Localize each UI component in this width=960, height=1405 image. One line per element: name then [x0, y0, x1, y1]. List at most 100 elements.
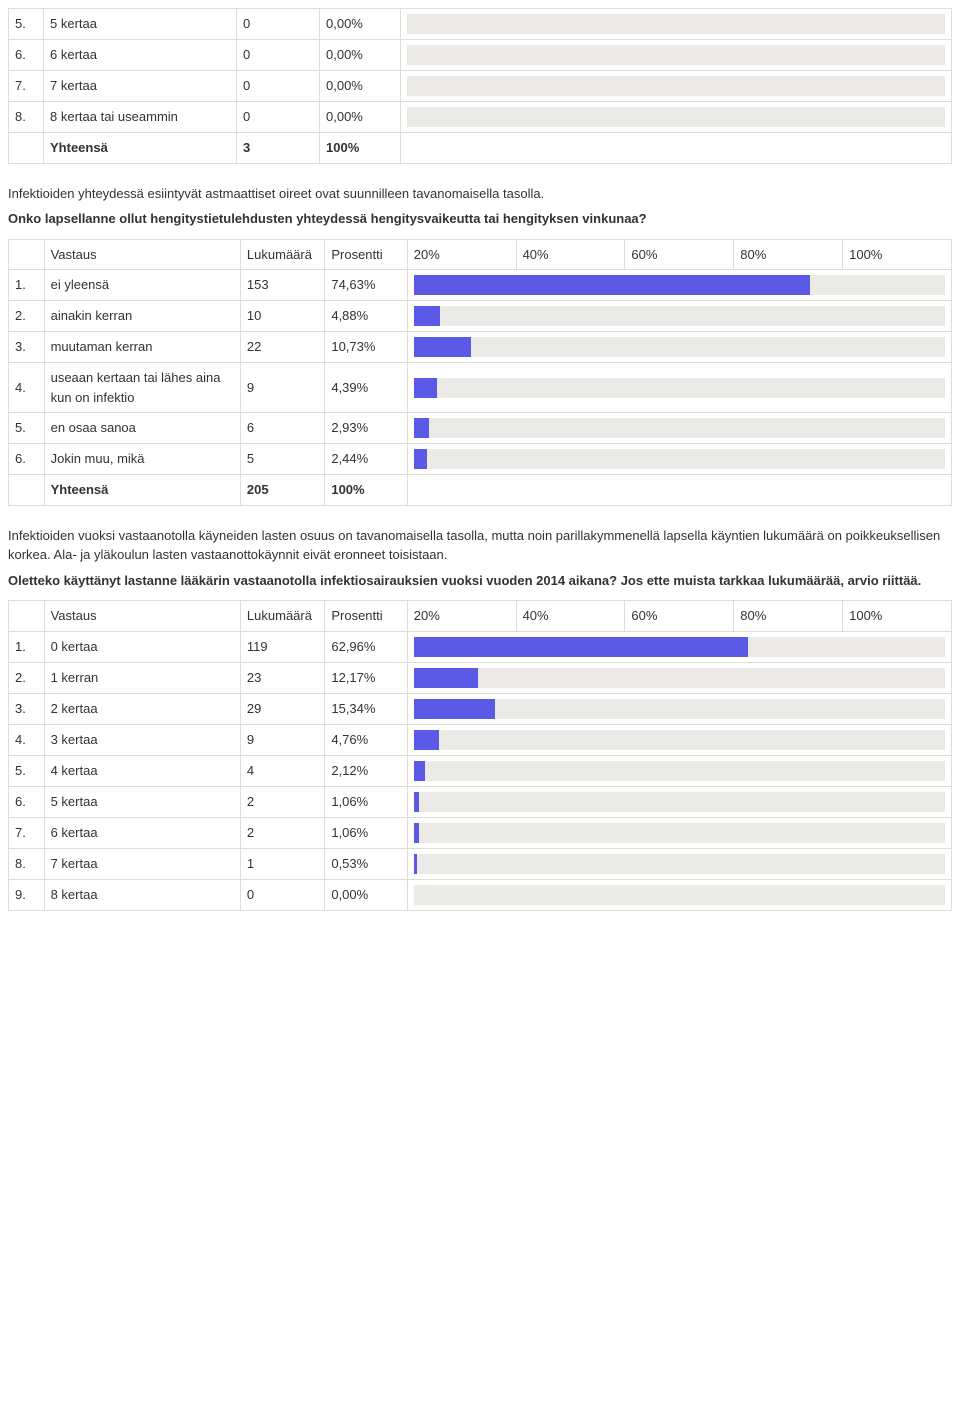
bar-track: [414, 418, 945, 438]
table-row: 7.7 kertaa00,00%: [9, 71, 952, 102]
row-label: 8 kertaa tai useammin: [44, 102, 237, 133]
total-count: 205: [240, 475, 324, 506]
total-pct: 100%: [320, 133, 401, 164]
row-percent: 2,93%: [325, 413, 407, 444]
table-row: 3.muutaman kerran2210,73%: [9, 332, 952, 363]
row-number: 1.: [9, 270, 45, 301]
row-percent: 1,06%: [325, 786, 407, 817]
row-percent: 0,00%: [320, 71, 401, 102]
col-lukumaara: Lukumäärä: [240, 239, 324, 270]
row-count: 9: [240, 363, 324, 413]
row-count: 0: [237, 71, 320, 102]
total-pct: 100%: [325, 475, 407, 506]
row-label: 6 kertaa: [44, 817, 240, 848]
tick-40: 40%: [516, 601, 625, 632]
row-percent: 10,73%: [325, 332, 407, 363]
row-number: 5.: [9, 9, 44, 40]
row-percent: 0,00%: [320, 40, 401, 71]
row-count: 29: [240, 693, 324, 724]
bar-fill: [414, 637, 748, 657]
row-label: 2 kertaa: [44, 693, 240, 724]
bar-track: [414, 449, 945, 469]
row-count: 22: [240, 332, 324, 363]
row-label: 8 kertaa: [44, 879, 240, 910]
row-label: en osaa sanoa: [44, 413, 240, 444]
row-bar-cell: [407, 724, 951, 755]
table-3: Vastaus Lukumäärä Prosentti 20% 40% 60% …: [8, 600, 952, 911]
table-row: 4.3 kertaa94,76%: [9, 724, 952, 755]
bar-fill: [414, 449, 427, 469]
row-percent: 4,39%: [325, 363, 407, 413]
row-label: 4 kertaa: [44, 755, 240, 786]
row-count: 5: [240, 444, 324, 475]
row-bar-cell: [407, 363, 951, 413]
row-percent: 0,00%: [320, 102, 401, 133]
table-2-body: 1.ei yleensä15374,63%2.ainakin kerran104…: [9, 270, 952, 475]
bar-fill: [414, 306, 440, 326]
row-bar-cell: [407, 848, 951, 879]
table-row: 1.ei yleensä15374,63%: [9, 270, 952, 301]
row-label: ainakin kerran: [44, 301, 240, 332]
table-row: 5.4 kertaa42,12%: [9, 755, 952, 786]
bar-track: [407, 107, 945, 127]
bar-track: [414, 637, 945, 657]
bar-track: [414, 378, 945, 398]
row-percent: 2,44%: [325, 444, 407, 475]
row-number: 6.: [9, 444, 45, 475]
row-count: 10: [240, 301, 324, 332]
row-percent: 4,76%: [325, 724, 407, 755]
table-row: 9.8 kertaa00,00%: [9, 879, 952, 910]
table-1-body: 5.5 kertaa00,00%6.6 kertaa00,00%7.7 kert…: [9, 9, 952, 133]
row-percent: 4,88%: [325, 301, 407, 332]
bar-fill: [414, 378, 437, 398]
row-bar-cell: [407, 879, 951, 910]
table-row: 2.ainakin kerran104,88%: [9, 301, 952, 332]
row-bar-cell: [401, 9, 952, 40]
table-row: 8.7 kertaa10,53%: [9, 848, 952, 879]
bar-fill: [414, 761, 425, 781]
total-count: 3: [237, 133, 320, 164]
table-1-total-row: Yhteensä 3 100%: [9, 133, 952, 164]
bar-track: [414, 885, 945, 905]
row-bar-cell: [401, 71, 952, 102]
table-row: 6.Jokin muu, mikä52,44%: [9, 444, 952, 475]
row-count: 0: [237, 102, 320, 133]
bar-track: [414, 854, 945, 874]
paragraph-1: Infektioiden yhteydessä esiintyvät astma…: [8, 184, 952, 204]
row-bar-cell: [407, 662, 951, 693]
table-row: 8.8 kertaa tai useammin00,00%: [9, 102, 952, 133]
row-number: 2.: [9, 662, 45, 693]
row-number: 9.: [9, 879, 45, 910]
row-bar-cell: [407, 413, 951, 444]
row-percent: 0,53%: [325, 848, 407, 879]
row-number: 5.: [9, 413, 45, 444]
table-row: 5.en osaa sanoa62,93%: [9, 413, 952, 444]
row-bar-cell: [407, 332, 951, 363]
bar-track: [407, 14, 945, 34]
bar-track: [414, 761, 945, 781]
bar-fill: [414, 418, 430, 438]
row-percent: 12,17%: [325, 662, 407, 693]
row-number: 4.: [9, 363, 45, 413]
table-row: 4.useaan kertaan tai lähes aina kun on i…: [9, 363, 952, 413]
row-count: 4: [240, 755, 324, 786]
row-label: muutaman kerran: [44, 332, 240, 363]
tick-20: 20%: [407, 601, 516, 632]
tick-100: 100%: [843, 239, 952, 270]
col-lukumaara: Lukumäärä: [240, 601, 324, 632]
row-count: 9: [240, 724, 324, 755]
row-count: 6: [240, 413, 324, 444]
row-count: 119: [240, 631, 324, 662]
row-count: 0: [240, 879, 324, 910]
row-count: 2: [240, 786, 324, 817]
row-bar-cell: [401, 40, 952, 71]
col-vastaus: Vastaus: [44, 239, 240, 270]
row-label: 5 kertaa: [44, 786, 240, 817]
bar-fill: [414, 730, 439, 750]
row-label: 7 kertaa: [44, 71, 237, 102]
row-number: 3.: [9, 332, 45, 363]
tick-60: 60%: [625, 601, 734, 632]
total-label: Yhteensä: [44, 475, 240, 506]
tick-40: 40%: [516, 239, 625, 270]
row-count: 0: [237, 40, 320, 71]
